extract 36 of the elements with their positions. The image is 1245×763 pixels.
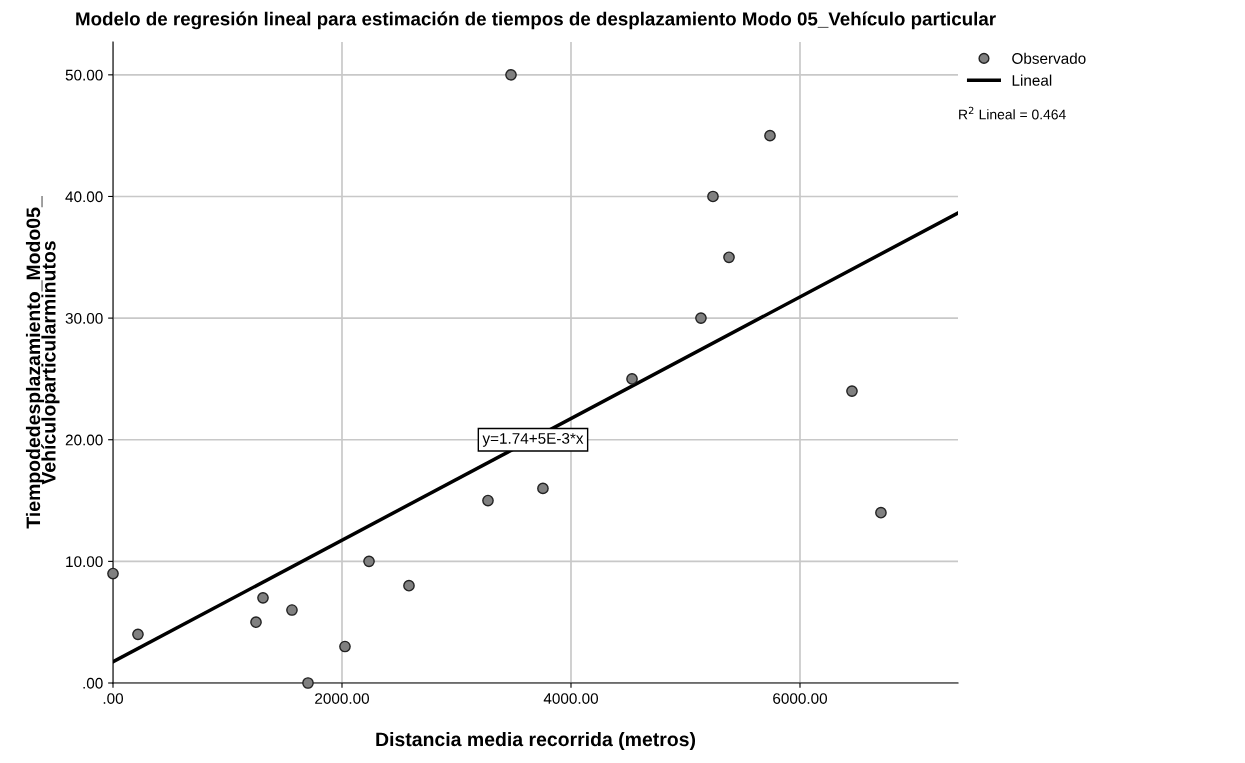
point — [132, 628, 144, 641]
x-tick-label: 6000.00 — [773, 693, 828, 704]
point — [107, 567, 119, 580]
point — [505, 68, 517, 81]
y-axis-title: Tiempodedesplazamiento_Modo05_ Vehículoparticularminutos — [25, 196, 60, 529]
y-tick-label: 20.00 — [65, 434, 103, 446]
point — [250, 616, 262, 629]
legend-label: Lineal — [1012, 74, 1052, 86]
annotation: y=1.74+5E-3*x — [482, 433, 584, 447]
x-tick-label: .00 — [103, 693, 124, 704]
point — [482, 494, 494, 507]
point — [626, 373, 638, 385]
point — [537, 482, 549, 495]
point — [286, 604, 298, 616]
point — [875, 506, 887, 519]
point — [764, 129, 776, 142]
y-tick-label: 40.00 — [65, 191, 103, 203]
text: R$^{2}$ Lineal = 0.464 — [959, 106, 1066, 120]
point — [257, 592, 269, 604]
x-axis-title: Distancia media recorrida (metros) — [376, 731, 696, 751]
y-tick-label: 30.00 — [65, 312, 103, 324]
x-tick-label: 2000.00 — [315, 693, 370, 704]
y-tick-label: 50.00 — [65, 69, 103, 81]
point — [695, 312, 707, 324]
point — [363, 555, 375, 568]
point — [302, 677, 314, 689]
point — [339, 640, 351, 653]
point — [723, 251, 735, 264]
point — [403, 579, 415, 592]
x-tick-label: 4000.00 — [543, 693, 599, 704]
point — [846, 385, 858, 397]
point — [707, 190, 719, 203]
chart-title: Modelo de regresión lineal para estimación de tiempos de desplazamiento Modo 05_Vehículo particular — [76, 11, 996, 30]
y-tick-label: 10.00 — [66, 556, 103, 568]
legend-label: Observado — [1012, 52, 1086, 64]
y-tick-label: .00 — [83, 677, 103, 689]
